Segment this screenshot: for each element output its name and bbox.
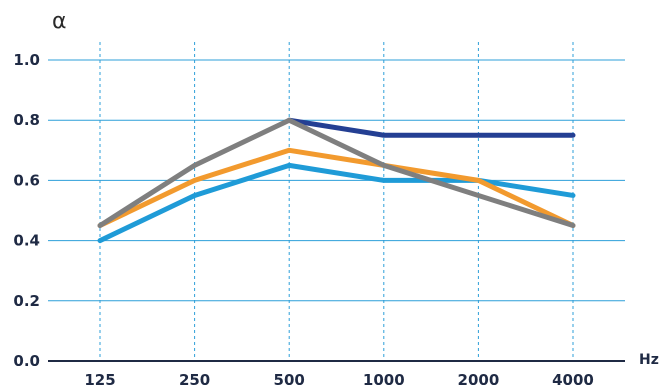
x-tick-label: 4000 <box>552 371 594 389</box>
x-tick-label: 500 <box>274 371 305 389</box>
x-axis-label: Hz <box>639 352 659 368</box>
y-tick-label: 0.4 <box>13 232 40 250</box>
series-line-1 <box>97 162 576 244</box>
series-lines <box>97 117 576 244</box>
series-line-4 <box>97 117 576 229</box>
grid <box>48 42 625 361</box>
series-line-3 <box>286 117 576 138</box>
y-tick-label: 0.2 <box>13 292 40 310</box>
x-tick-label: 250 <box>179 371 210 389</box>
y-tick-label: 0.8 <box>13 111 40 129</box>
x-tick-label: 1000 <box>363 371 405 389</box>
x-tick-label: 2000 <box>458 371 500 389</box>
y-tick-label: 0.0 <box>13 352 40 370</box>
x-tick-labels: 125 250 500 1000 2000 4000 <box>84 371 594 389</box>
y-tick-label: 0.6 <box>13 171 40 189</box>
y-tick-labels: 0.0 0.2 0.4 0.6 0.8 1.0 <box>13 51 40 370</box>
y-axis-label: α <box>52 9 67 34</box>
y-tick-label: 1.0 <box>13 51 40 69</box>
series-line-2 <box>97 147 576 229</box>
x-tick-label: 125 <box>84 371 115 389</box>
